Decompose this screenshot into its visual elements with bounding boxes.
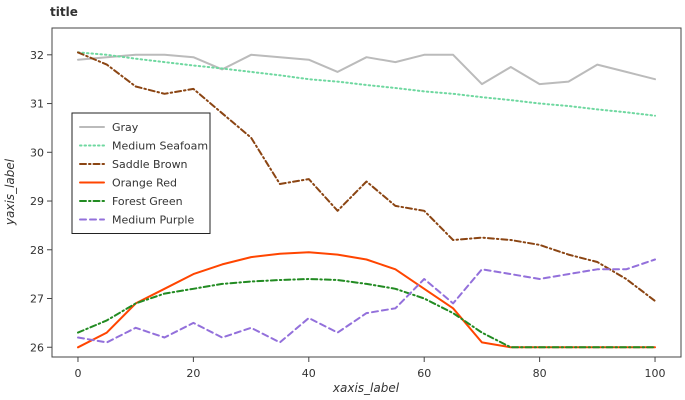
y-axis-ticks: 26 27 28 29 30 31 32 (30, 49, 52, 354)
y-tick-label: 27 (30, 293, 44, 306)
x-tick-label: 100 (645, 367, 666, 380)
series-line-forest-green (77, 278, 656, 349)
legend-label-saddle-brown: Saddle Brown (112, 158, 188, 171)
y-tick-label: 31 (30, 98, 44, 111)
series-layer (77, 51, 656, 349)
legend-box (71, 112, 211, 234)
y-tick-label: 28 (30, 244, 44, 257)
x-tick-label: 60 (417, 367, 431, 380)
y-tick-label: 32 (30, 49, 44, 62)
legend-label-medium-purple: Medium Purple (112, 214, 194, 227)
legend-label-gray: Gray (112, 121, 139, 134)
chart-title: title (50, 5, 78, 19)
x-tick-label: 20 (186, 367, 200, 380)
series-line-medium-purple (77, 258, 656, 344)
legend-label-medium-seafoam: Medium Seafoam (112, 140, 208, 153)
legend-label-forest-green: Forest Green (112, 195, 183, 208)
legend: Gray Medium Seafoam Saddle Brown Orange Red… (71, 112, 211, 234)
series-line-orange-red (77, 251, 656, 349)
x-tick-label: 40 (302, 367, 316, 380)
series-line-saddle-brown (77, 51, 656, 302)
y-tick-label: 30 (30, 146, 44, 159)
x-tick-label: 80 (533, 367, 547, 380)
legend-label-orange-red: Orange Red (112, 177, 177, 190)
y-tick-label: 26 (30, 341, 44, 354)
x-axis-title: xaxis_label (332, 381, 400, 395)
plot-frame (51, 27, 682, 358)
x-tick-label: 0 (74, 367, 81, 380)
series-line-gray (77, 53, 656, 86)
y-axis-title: yaxis_label (3, 158, 17, 226)
series-line-medium-seafoam (77, 51, 656, 117)
x-axis-ticks: 0 20 40 60 80 100 (74, 357, 666, 380)
y-tick-label: 29 (30, 195, 44, 208)
